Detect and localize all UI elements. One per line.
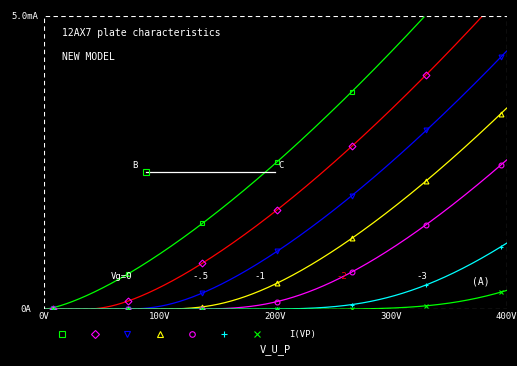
Text: 12AX7 plate characteristics: 12AX7 plate characteristics	[63, 28, 221, 38]
Text: (A): (A)	[472, 277, 490, 287]
Text: V_U_P: V_U_P	[260, 344, 291, 355]
Text: C: C	[279, 161, 284, 170]
Text: -3: -3	[416, 272, 427, 281]
Text: -1: -1	[254, 272, 265, 281]
Text: NEW MODEL: NEW MODEL	[63, 52, 115, 61]
Text: B: B	[132, 161, 137, 170]
Text: 0A: 0A	[21, 305, 32, 314]
Bar	[44, 16, 507, 309]
Text: -.5: -.5	[192, 272, 208, 281]
Text: I(VP): I(VP)	[289, 330, 316, 339]
Text: -2: -2	[337, 272, 347, 281]
Text: 5.0mA: 5.0mA	[11, 12, 38, 21]
Text: Vg=0: Vg=0	[111, 272, 132, 281]
